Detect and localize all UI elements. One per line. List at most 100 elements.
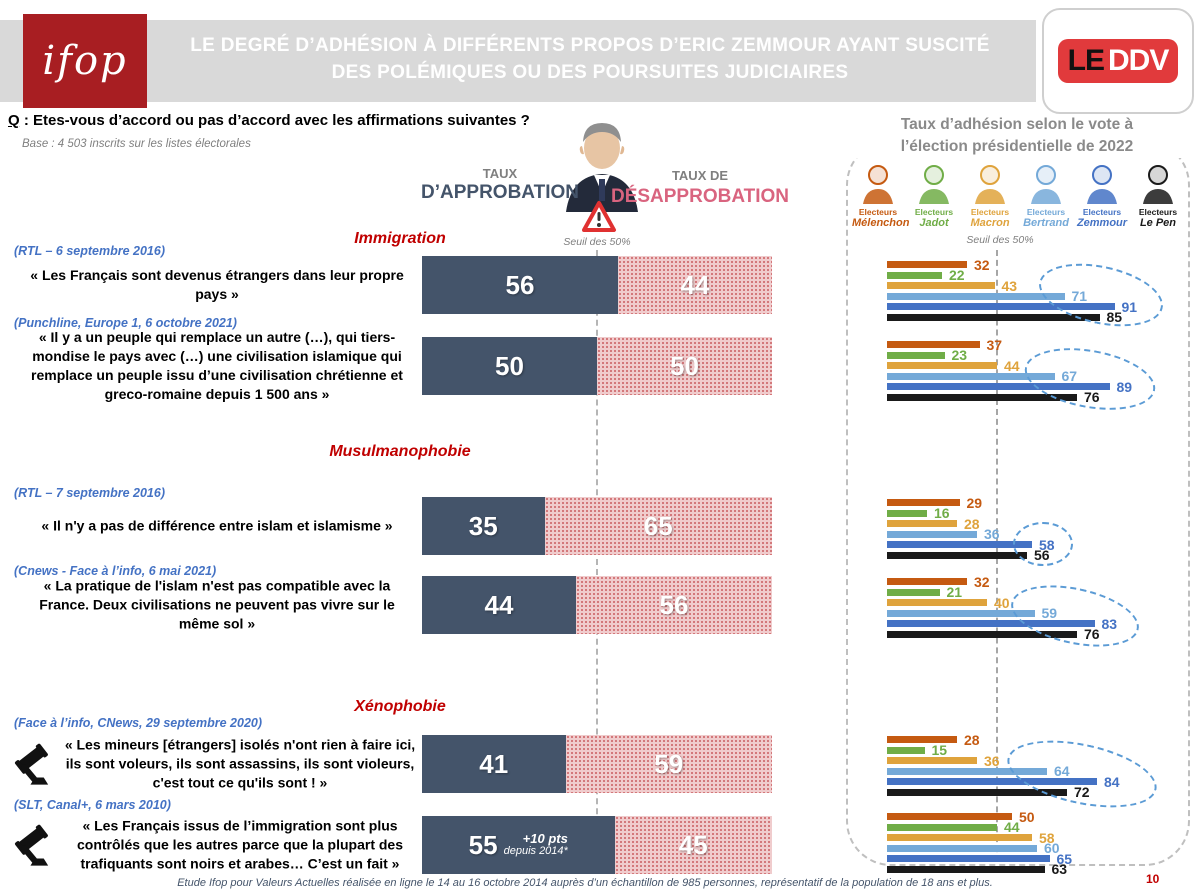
disapproval-header: DÉSAPPROBATION (610, 186, 790, 207)
by-vote-bar (887, 844, 1037, 852)
by-vote-value: 15 (931, 742, 948, 758)
by-vote-value: 60 (1044, 840, 1060, 856)
approval-bar: 41 59 (422, 735, 772, 793)
statement-quote: « Il n'y a pas de différence entre islam… (41, 517, 393, 534)
by-vote-bar (887, 778, 1097, 785)
by-vote-value: 65 (1056, 850, 1073, 867)
approval-note: +10 pts depuis 2014* (504, 832, 568, 858)
by-vote-value: 59 (1041, 605, 1058, 621)
by-vote-value: 21 (946, 584, 963, 600)
by-vote-bar (887, 746, 925, 754)
approval-value: 41 (479, 748, 509, 779)
by-vote-bar (887, 393, 1077, 401)
footer-note: Etude Ifop pour Valeurs Actuelles réalis… (177, 877, 993, 889)
electorate-item: Electeurs Zemmour (1076, 162, 1128, 229)
electorate-item: Electeurs Jadot (908, 162, 960, 229)
by-vote-value: 36 (984, 526, 1000, 542)
approval-value: 44 (484, 589, 514, 620)
electorate-portrait-icon (919, 165, 949, 204)
by-vote-value: 29 (966, 494, 983, 511)
page-title-line1: LE DEGRÉ D’ADHÉSION À DIFFÉRENTS PROPOS … (190, 35, 990, 56)
electorate-portrait-icon (863, 165, 893, 204)
leddv-ddv-text: DDV (1108, 44, 1169, 77)
gavel-icon (12, 743, 56, 789)
by-vote-bar (887, 509, 927, 517)
statement-source: (Punchline, Europe 1, 6 octobre 2021) (14, 316, 237, 330)
disapproval-segment: 65 (544, 497, 772, 555)
warning-icon (581, 200, 617, 234)
by-vote-bar (887, 865, 1045, 873)
by-vote-bar (887, 313, 1100, 321)
base-note: Base : 4 503 inscrits sur les listes éle… (22, 138, 251, 150)
by-vote-chart: 50 44 58 60 65 63 (887, 809, 1187, 879)
approval-header: D’APPROBATION (421, 182, 579, 203)
approval-value: 50 (495, 350, 524, 381)
by-vote-value: 64 (1054, 763, 1070, 779)
by-vote-value: 44 (1004, 357, 1020, 374)
by-vote-bar (887, 292, 1065, 300)
electorate-prefix: Electeurs (1026, 207, 1066, 217)
electorate-prefix: Electeurs (858, 207, 898, 217)
by-vote-value: 32 (974, 256, 990, 273)
by-vote-bar (887, 499, 960, 506)
electorate-prefix: Electeurs (1138, 207, 1178, 217)
by-vote-value: 50 (1019, 808, 1035, 825)
by-vote-bar (887, 383, 1110, 390)
electorate-prefix: Electeurs (1082, 207, 1122, 217)
vote-panel-title-line1: Taux d’adhésion selon le vote à (900, 116, 1134, 133)
zemmour-photo-icon (566, 123, 638, 212)
by-vote-bar (887, 341, 980, 348)
by-vote-value: 71 (1071, 288, 1088, 304)
approval-bar: 44 56 (422, 576, 772, 634)
gavel-icon (12, 824, 56, 870)
question-text: Q : Etes-vous d’accord ou pas d’accord a… (8, 112, 530, 129)
statement-source: (Cnews - Face à l’info, 6 mai 2021) (14, 564, 217, 578)
by-vote-bar (887, 620, 1095, 627)
zemmour-highlight-ellipse (1013, 522, 1073, 566)
by-vote-value: 44 (1004, 819, 1020, 835)
by-vote-chart: 29 16 28 36 58 56 (887, 495, 1187, 565)
electorate-name: Zemmour (1076, 217, 1128, 229)
disapproval-segment: 59 (565, 735, 772, 793)
by-vote-value: 37 (986, 336, 1003, 353)
approval-value: 35 (468, 510, 498, 541)
approval-segment: 50 (422, 337, 597, 395)
disapproval-value: 45 (678, 829, 708, 860)
electorate-item: Electeurs Macron (964, 162, 1016, 229)
by-vote-value: 40 (994, 594, 1010, 611)
approval-segment: 44 (422, 576, 576, 634)
by-vote-value: 76 (1084, 389, 1100, 405)
by-vote-bar (887, 599, 987, 606)
leddv-logo: LE DDV (1042, 8, 1194, 114)
disapproval-segment: 56 (576, 576, 772, 634)
disapproval-segment: 50 (597, 337, 772, 395)
by-vote-value: 36 (984, 752, 1000, 769)
statement-quote: « Les mineurs [étrangers] isolés n'ont r… (64, 736, 416, 791)
by-vote-value: 84 (1104, 773, 1120, 790)
by-vote-bar (887, 303, 1115, 310)
disapproval-value: 59 (654, 748, 684, 779)
question-prefix: Q (8, 112, 20, 129)
by-vote-value: 23 (951, 347, 968, 363)
by-vote-bar (887, 520, 957, 527)
page-number: 10 (1146, 872, 1160, 886)
by-vote-value: 16 (934, 505, 950, 521)
by-vote-bar (887, 530, 977, 538)
by-vote-bar (887, 834, 1032, 841)
section-title: Immigration (354, 230, 446, 247)
approval-segment: 35 (422, 497, 545, 555)
by-vote-value: 58 (1039, 829, 1055, 846)
approval-bar: 55 +10 pts depuis 2014* 45 (422, 816, 772, 874)
statement-quote: « Il y a un peuple qui remplace un autre… (31, 329, 403, 402)
electorate-prefix: Electeurs (914, 207, 954, 217)
zemmour-photo (556, 112, 648, 212)
statement-source: (RTL – 6 septembre 2016) (14, 244, 165, 258)
statement-source: (RTL – 7 septembre 2016) (14, 486, 165, 500)
disapproval-value: 65 (643, 510, 673, 541)
approval-segment: 55 +10 pts depuis 2014* (422, 816, 615, 874)
by-vote-bar (887, 541, 1032, 548)
page-title: LE DEGRÉ D’ADHÉSION À DIFFÉRENTS PROPOS … (150, 32, 1030, 86)
approval-bar: 35 65 (422, 497, 772, 555)
by-vote-bar (887, 551, 1027, 559)
by-vote-value: 63 (1051, 861, 1068, 877)
